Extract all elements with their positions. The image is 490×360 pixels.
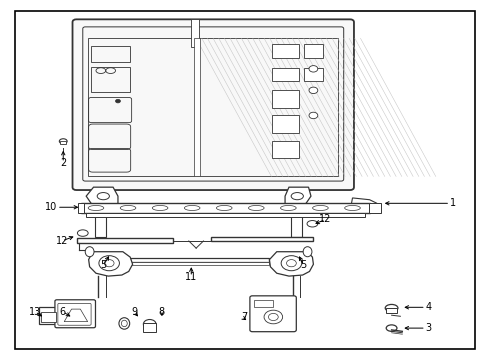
- Bar: [369, 203, 381, 213]
- FancyBboxPatch shape: [55, 300, 96, 328]
- Ellipse shape: [309, 66, 318, 72]
- Bar: [272, 140, 299, 158]
- Polygon shape: [351, 198, 377, 209]
- Bar: [191, 19, 198, 47]
- Text: 10: 10: [45, 202, 57, 212]
- Ellipse shape: [122, 320, 127, 327]
- Ellipse shape: [307, 221, 318, 227]
- Ellipse shape: [287, 260, 296, 267]
- Text: 3: 3: [426, 323, 432, 333]
- Text: 12: 12: [55, 236, 68, 246]
- Ellipse shape: [217, 206, 232, 211]
- Bar: [77, 238, 172, 243]
- Text: 9: 9: [131, 307, 137, 316]
- Text: 13: 13: [29, 307, 41, 316]
- Ellipse shape: [344, 206, 360, 211]
- Bar: [304, 68, 323, 81]
- Ellipse shape: [281, 256, 302, 271]
- Ellipse shape: [85, 247, 94, 257]
- Bar: [196, 39, 338, 176]
- Bar: [254, 300, 273, 307]
- Ellipse shape: [88, 206, 104, 211]
- Bar: [272, 44, 299, 58]
- Bar: [78, 203, 84, 213]
- Bar: [144, 323, 156, 332]
- Bar: [88, 39, 195, 176]
- Ellipse shape: [99, 256, 120, 271]
- Ellipse shape: [97, 193, 109, 200]
- Polygon shape: [270, 252, 314, 276]
- FancyBboxPatch shape: [73, 19, 354, 190]
- Bar: [91, 67, 130, 92]
- Text: 11: 11: [185, 272, 197, 282]
- Ellipse shape: [309, 112, 318, 119]
- Ellipse shape: [386, 325, 397, 331]
- Bar: [130, 258, 270, 262]
- Ellipse shape: [77, 230, 88, 236]
- Bar: [194, 39, 199, 176]
- Ellipse shape: [291, 193, 303, 200]
- Ellipse shape: [119, 318, 130, 329]
- Polygon shape: [89, 252, 133, 276]
- Ellipse shape: [264, 310, 283, 324]
- Text: 5: 5: [300, 260, 307, 270]
- Text: 8: 8: [159, 307, 165, 316]
- Ellipse shape: [269, 314, 278, 320]
- Polygon shape: [86, 187, 118, 209]
- Bar: [292, 213, 302, 237]
- Bar: [86, 213, 365, 217]
- Ellipse shape: [385, 305, 398, 312]
- Ellipse shape: [248, 206, 264, 211]
- Bar: [272, 116, 299, 134]
- Ellipse shape: [184, 206, 200, 211]
- Bar: [95, 213, 106, 237]
- Ellipse shape: [309, 87, 318, 94]
- Text: 12: 12: [319, 215, 332, 224]
- Ellipse shape: [59, 139, 67, 144]
- Polygon shape: [285, 187, 311, 209]
- Bar: [304, 44, 323, 58]
- Ellipse shape: [152, 206, 168, 211]
- Bar: [386, 308, 397, 313]
- Bar: [41, 312, 56, 322]
- Bar: [130, 262, 270, 265]
- Ellipse shape: [104, 260, 114, 267]
- Text: 6: 6: [60, 307, 66, 316]
- Bar: [39, 307, 58, 324]
- Ellipse shape: [144, 319, 156, 329]
- Text: 7: 7: [242, 312, 248, 322]
- Bar: [91, 45, 130, 62]
- Bar: [60, 140, 66, 144]
- FancyBboxPatch shape: [250, 296, 296, 332]
- Bar: [211, 237, 314, 241]
- Ellipse shape: [281, 206, 296, 211]
- Text: 1: 1: [450, 198, 456, 208]
- Bar: [272, 90, 299, 108]
- Text: 5: 5: [100, 260, 106, 270]
- Bar: [272, 68, 299, 81]
- Ellipse shape: [116, 99, 121, 103]
- Bar: [81, 203, 369, 213]
- Ellipse shape: [120, 206, 136, 211]
- Text: 4: 4: [426, 302, 432, 312]
- Text: 2: 2: [60, 158, 66, 168]
- Ellipse shape: [303, 247, 312, 257]
- Ellipse shape: [313, 206, 328, 211]
